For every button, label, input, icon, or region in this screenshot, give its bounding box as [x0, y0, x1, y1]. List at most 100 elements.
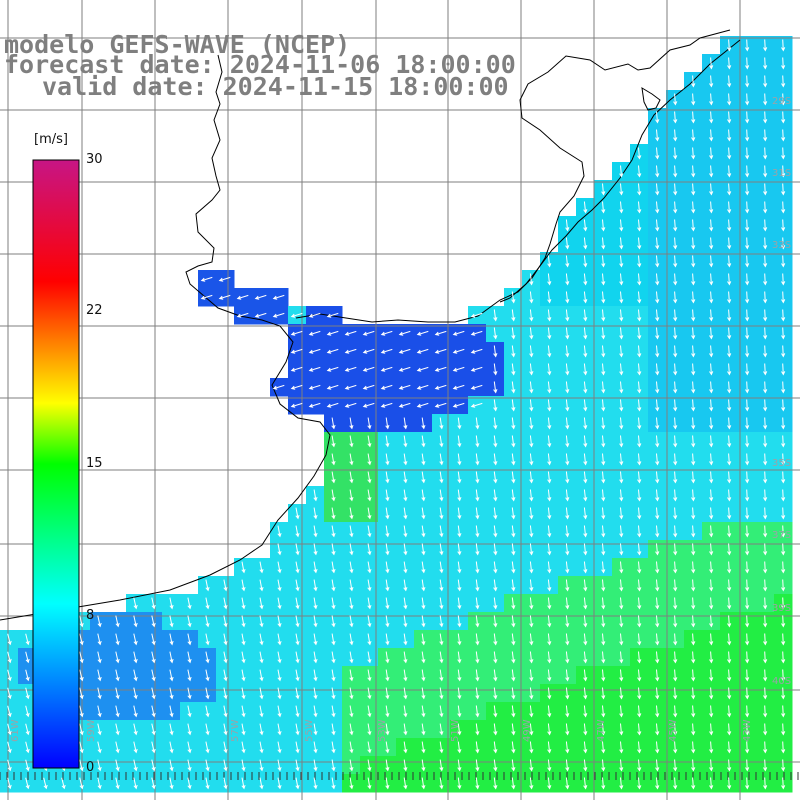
wind-arrow	[349, 471, 354, 484]
wind-arrow	[583, 561, 588, 574]
wind-arrow	[673, 417, 678, 430]
wind-arrow	[745, 471, 750, 484]
wind-arrow	[781, 741, 786, 754]
wind-arrow	[583, 633, 588, 646]
wind-arrow	[745, 93, 750, 106]
wind-arrow	[763, 741, 768, 754]
wind-arrow	[781, 219, 786, 232]
lon-label: 59W	[86, 719, 97, 742]
wind-arrow	[439, 417, 444, 430]
wind-arrow	[619, 255, 624, 268]
wind-arrow	[331, 651, 336, 664]
wind-arrow	[313, 507, 318, 520]
wind-arrow	[547, 579, 552, 592]
wind-arrow	[403, 579, 408, 592]
wind-arrow	[259, 633, 264, 646]
wind-arrow	[475, 489, 480, 502]
wind-arrow	[565, 345, 570, 358]
wind-arrow	[493, 633, 498, 646]
wind-arrow	[637, 777, 642, 790]
wind-arrow	[272, 312, 285, 318]
wind-arrow	[529, 453, 534, 466]
wind-arrow	[115, 777, 120, 790]
wind-arrow	[241, 579, 246, 592]
wind-arrow	[277, 723, 282, 736]
wind-arrow	[745, 147, 750, 160]
wind-arrow	[25, 759, 30, 772]
wind-arrow	[349, 579, 354, 592]
wind-arrow	[457, 417, 462, 430]
wind-arrow	[655, 759, 660, 772]
wind-arrow	[727, 39, 732, 52]
wind-arrow	[727, 615, 732, 628]
wind-arrow	[637, 705, 642, 718]
wind-arrow	[637, 525, 642, 538]
wind-arrow	[385, 579, 390, 592]
wind-arrow	[331, 417, 336, 430]
wind-arrow	[349, 705, 354, 718]
wind-arrow	[331, 759, 336, 772]
wind-arrow	[565, 615, 570, 628]
wind-arrow	[781, 291, 786, 304]
wind-arrow	[7, 705, 12, 718]
wind-arrow	[25, 633, 30, 646]
forecast-date: forecast date: 2024-11-06 18:00:00	[4, 50, 516, 79]
wind-arrow	[313, 489, 318, 502]
wind-arrow	[349, 417, 354, 430]
wind-arrow	[367, 615, 372, 628]
wind-arrow	[619, 237, 624, 250]
wind-arrow	[763, 471, 768, 484]
wind-arrow	[511, 615, 516, 628]
wind-arrow	[619, 705, 624, 718]
wind-arrow	[380, 330, 393, 336]
wind-arrow	[691, 741, 696, 754]
wind-arrow	[511, 777, 516, 790]
wind-arrow	[655, 561, 660, 574]
wind-arrow	[745, 309, 750, 322]
wind-arrow	[601, 759, 606, 772]
wind-arrow	[403, 615, 408, 628]
wind-arrow	[493, 723, 498, 736]
wind-arrow	[439, 507, 444, 520]
wind-arrow	[205, 669, 210, 682]
wind-arrow	[151, 687, 156, 700]
wind-arrow	[637, 489, 642, 502]
wind-arrow	[763, 507, 768, 520]
wind-arrow	[223, 633, 228, 646]
wind-arrow	[277, 741, 282, 754]
wind-arrow	[691, 759, 696, 772]
wind-arrow	[349, 651, 354, 664]
wind-arrow	[295, 561, 300, 574]
wind-arrow	[727, 561, 732, 574]
wind-arrow	[295, 615, 300, 628]
wind-arrow	[511, 741, 516, 754]
wind-arrow	[308, 312, 321, 318]
wind-arrow	[457, 705, 462, 718]
wind-arrow	[637, 291, 642, 304]
wind-arrow	[511, 525, 516, 538]
wind-arrow	[439, 597, 444, 610]
wind-arrow	[583, 363, 588, 376]
wind-arrow	[745, 669, 750, 682]
wind-arrow	[349, 453, 354, 466]
wind-arrow	[547, 759, 552, 772]
wind-arrow	[151, 651, 156, 664]
wind-arrow	[601, 777, 606, 790]
wind-arrow	[565, 759, 570, 772]
wind-arrow	[583, 453, 588, 466]
wind-arrow	[565, 255, 570, 268]
wind-arrow	[781, 615, 786, 628]
wind-arrow	[331, 687, 336, 700]
wind-arrow	[727, 453, 732, 466]
wind-arrow	[25, 723, 30, 736]
wind-arrow	[290, 330, 303, 336]
wind-arrow	[673, 471, 678, 484]
wind-arrow	[259, 651, 264, 664]
wind-arrow	[475, 525, 480, 538]
wind-arrow	[452, 402, 465, 408]
wind-arrow	[290, 366, 303, 372]
wind-arrow	[727, 201, 732, 214]
wind-arrow	[691, 705, 696, 718]
wind-arrow	[781, 111, 786, 124]
wind-arrow	[601, 651, 606, 664]
